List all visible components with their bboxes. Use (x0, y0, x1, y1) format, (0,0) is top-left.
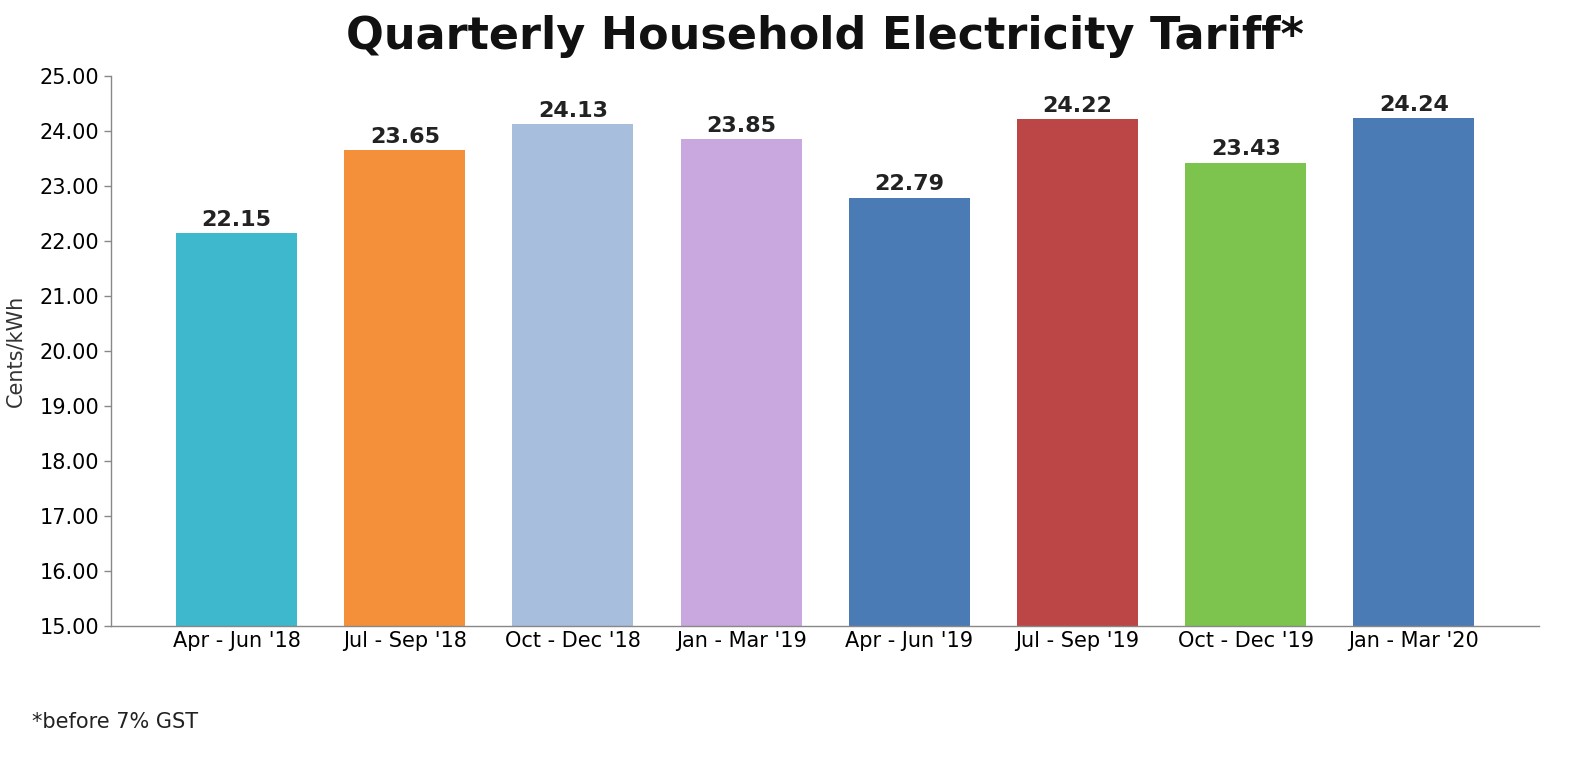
Text: 22.15: 22.15 (202, 210, 271, 230)
Bar (513, 124, 633, 626)
Text: 23.65: 23.65 (370, 127, 440, 147)
Text: 24.24: 24.24 (1379, 95, 1449, 114)
Bar (1017, 119, 1138, 626)
Text: 22.79: 22.79 (874, 175, 944, 195)
Bar (681, 140, 801, 626)
Bar (849, 198, 970, 626)
Title: Quarterly Household Electricity Tariff*: Quarterly Household Electricity Tariff* (346, 14, 1305, 57)
Bar (344, 150, 465, 626)
Text: 23.43: 23.43 (1211, 140, 1281, 159)
Text: 24.22: 24.22 (1043, 96, 1112, 116)
Text: 23.85: 23.85 (706, 116, 776, 136)
Bar (176, 233, 297, 626)
Text: *before 7% GST: *before 7% GST (32, 713, 198, 732)
Y-axis label: Cents/kWh: Cents/kWh (6, 295, 25, 407)
Bar (1354, 118, 1474, 626)
Bar (1185, 163, 1306, 626)
Text: 24.13: 24.13 (538, 101, 608, 121)
